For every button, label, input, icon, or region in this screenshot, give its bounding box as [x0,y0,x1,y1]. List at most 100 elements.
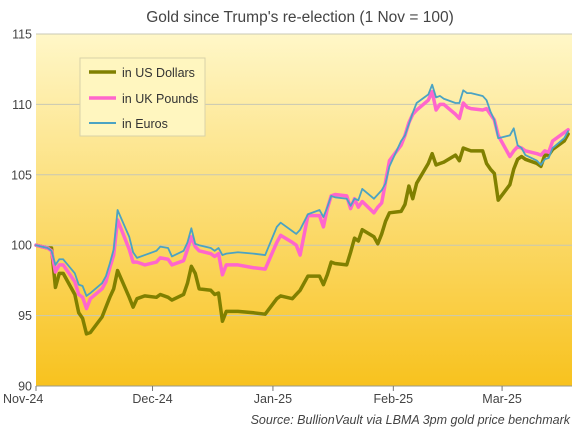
data-point-1-16 [128,248,130,251]
data-point-2-49 [350,205,352,207]
data-point-2-84 [540,164,542,166]
source-note: Source: BullionVault via LBMA 3pm gold p… [251,413,571,427]
data-point-2-57 [388,165,391,167]
data-point-0-12 [105,306,107,308]
source-text: BullionVault via LBMA 3pm gold price ben… [297,413,571,427]
data-point-1-37 [276,241,278,243]
data-point-0-82 [524,158,526,160]
y-tick-label-110: 110 [12,98,32,112]
data-point-2-54 [377,193,379,196]
data-point-2-12 [105,275,107,277]
data-point-1-82 [524,150,526,152]
data-point-1-31 [217,253,220,255]
data-point-0-20 [155,296,158,298]
data-point-2-33 [225,253,227,255]
data-point-2-26 [190,227,192,229]
data-point-0-27 [194,272,196,274]
data-point-2-67 [443,98,445,100]
data-point-2-17 [132,251,134,253]
data-point-1-51 [357,206,359,208]
data-point-2-45 [326,206,328,208]
data-point-0-77 [497,199,499,201]
data-point-2-82 [524,154,526,156]
data-point-0-11 [101,316,103,318]
data-point-0-44 [322,284,325,286]
data-point-1-25 [186,248,189,251]
data-point-0-45 [326,274,328,276]
data-point-0-3 [54,286,57,289]
data-point-1-89 [567,129,569,131]
legend-label-uk-pounds: in UK Pounds [122,92,198,106]
data-point-2-63 [427,93,429,96]
data-point-0-58 [400,210,402,213]
data-point-2-73 [482,95,484,97]
data-point-0-38 [280,295,282,297]
data-point-1-65 [435,109,437,111]
data-point-0-39 [291,298,293,300]
data-point-2-19 [144,254,146,256]
data-point-0-79 [513,168,515,170]
data-point-2-44 [322,216,325,218]
data-point-2-5 [62,258,64,260]
data-point-1-48 [346,195,348,197]
data-point-0-59 [404,203,406,205]
data-point-0-24 [182,293,185,296]
data-point-2-42 [307,213,309,215]
data-point-0-36 [264,313,266,315]
data-point-1-55 [381,202,383,204]
series-lines [34,83,570,336]
data-point-2-70 [462,89,464,91]
data-point-1-40 [295,244,297,246]
data-point-1-86 [548,151,550,153]
data-point-0-84 [540,165,542,167]
data-point-0-41 [299,289,301,291]
y-tick-label-115: 115 [12,28,32,42]
data-point-2-31 [217,247,220,249]
data-point-2-64 [431,84,433,86]
data-point-1-22 [167,258,169,260]
data-point-1-62 [416,109,418,111]
legend-label-us-dollars: in US Dollars [122,66,195,80]
data-point-0-49 [350,251,352,253]
data-point-1-87 [551,140,554,142]
data-point-0-18 [136,298,138,300]
data-point-2-36 [264,254,266,256]
data-point-2-27 [194,243,196,245]
data-point-0-50 [353,237,356,239]
data-point-2-21 [159,246,161,248]
data-point-2-76 [493,119,495,121]
data-point-2-68 [454,102,457,104]
data-point-1-83 [536,153,538,155]
data-point-2-62 [416,102,418,104]
data-point-2-56 [384,182,387,184]
data-point-1-49 [350,207,352,210]
data-point-2-22 [167,247,169,249]
data-point-2-2 [50,250,53,252]
data-point-0-21 [159,293,161,296]
data-point-2-29 [210,247,212,249]
data-point-0-32 [221,320,224,322]
x-tick-label-1: Dec-24 [132,392,172,406]
data-point-0-34 [237,310,239,312]
data-point-1-70 [462,102,464,104]
data-point-1-69 [458,117,460,120]
data-point-0-19 [144,295,146,297]
data-point-2-4 [58,258,60,260]
data-point-0-13 [109,296,111,298]
data-point-0-31 [217,292,220,294]
data-point-2-41 [299,229,301,231]
data-point-2-75 [489,110,492,113]
y-tick-label-100: 100 [11,239,32,253]
data-point-2-60 [408,123,410,125]
data-point-2-38 [280,222,282,224]
data-point-0-26 [190,265,192,267]
y-tick-label-90: 90 [18,380,32,394]
data-point-1-47 [334,193,336,196]
data-point-1-58 [400,144,402,146]
data-point-0-56 [384,220,387,222]
data-point-2-40 [295,233,297,235]
data-point-0-62 [416,182,418,184]
data-point-0-51 [357,240,359,242]
data-point-1-34 [237,264,239,266]
